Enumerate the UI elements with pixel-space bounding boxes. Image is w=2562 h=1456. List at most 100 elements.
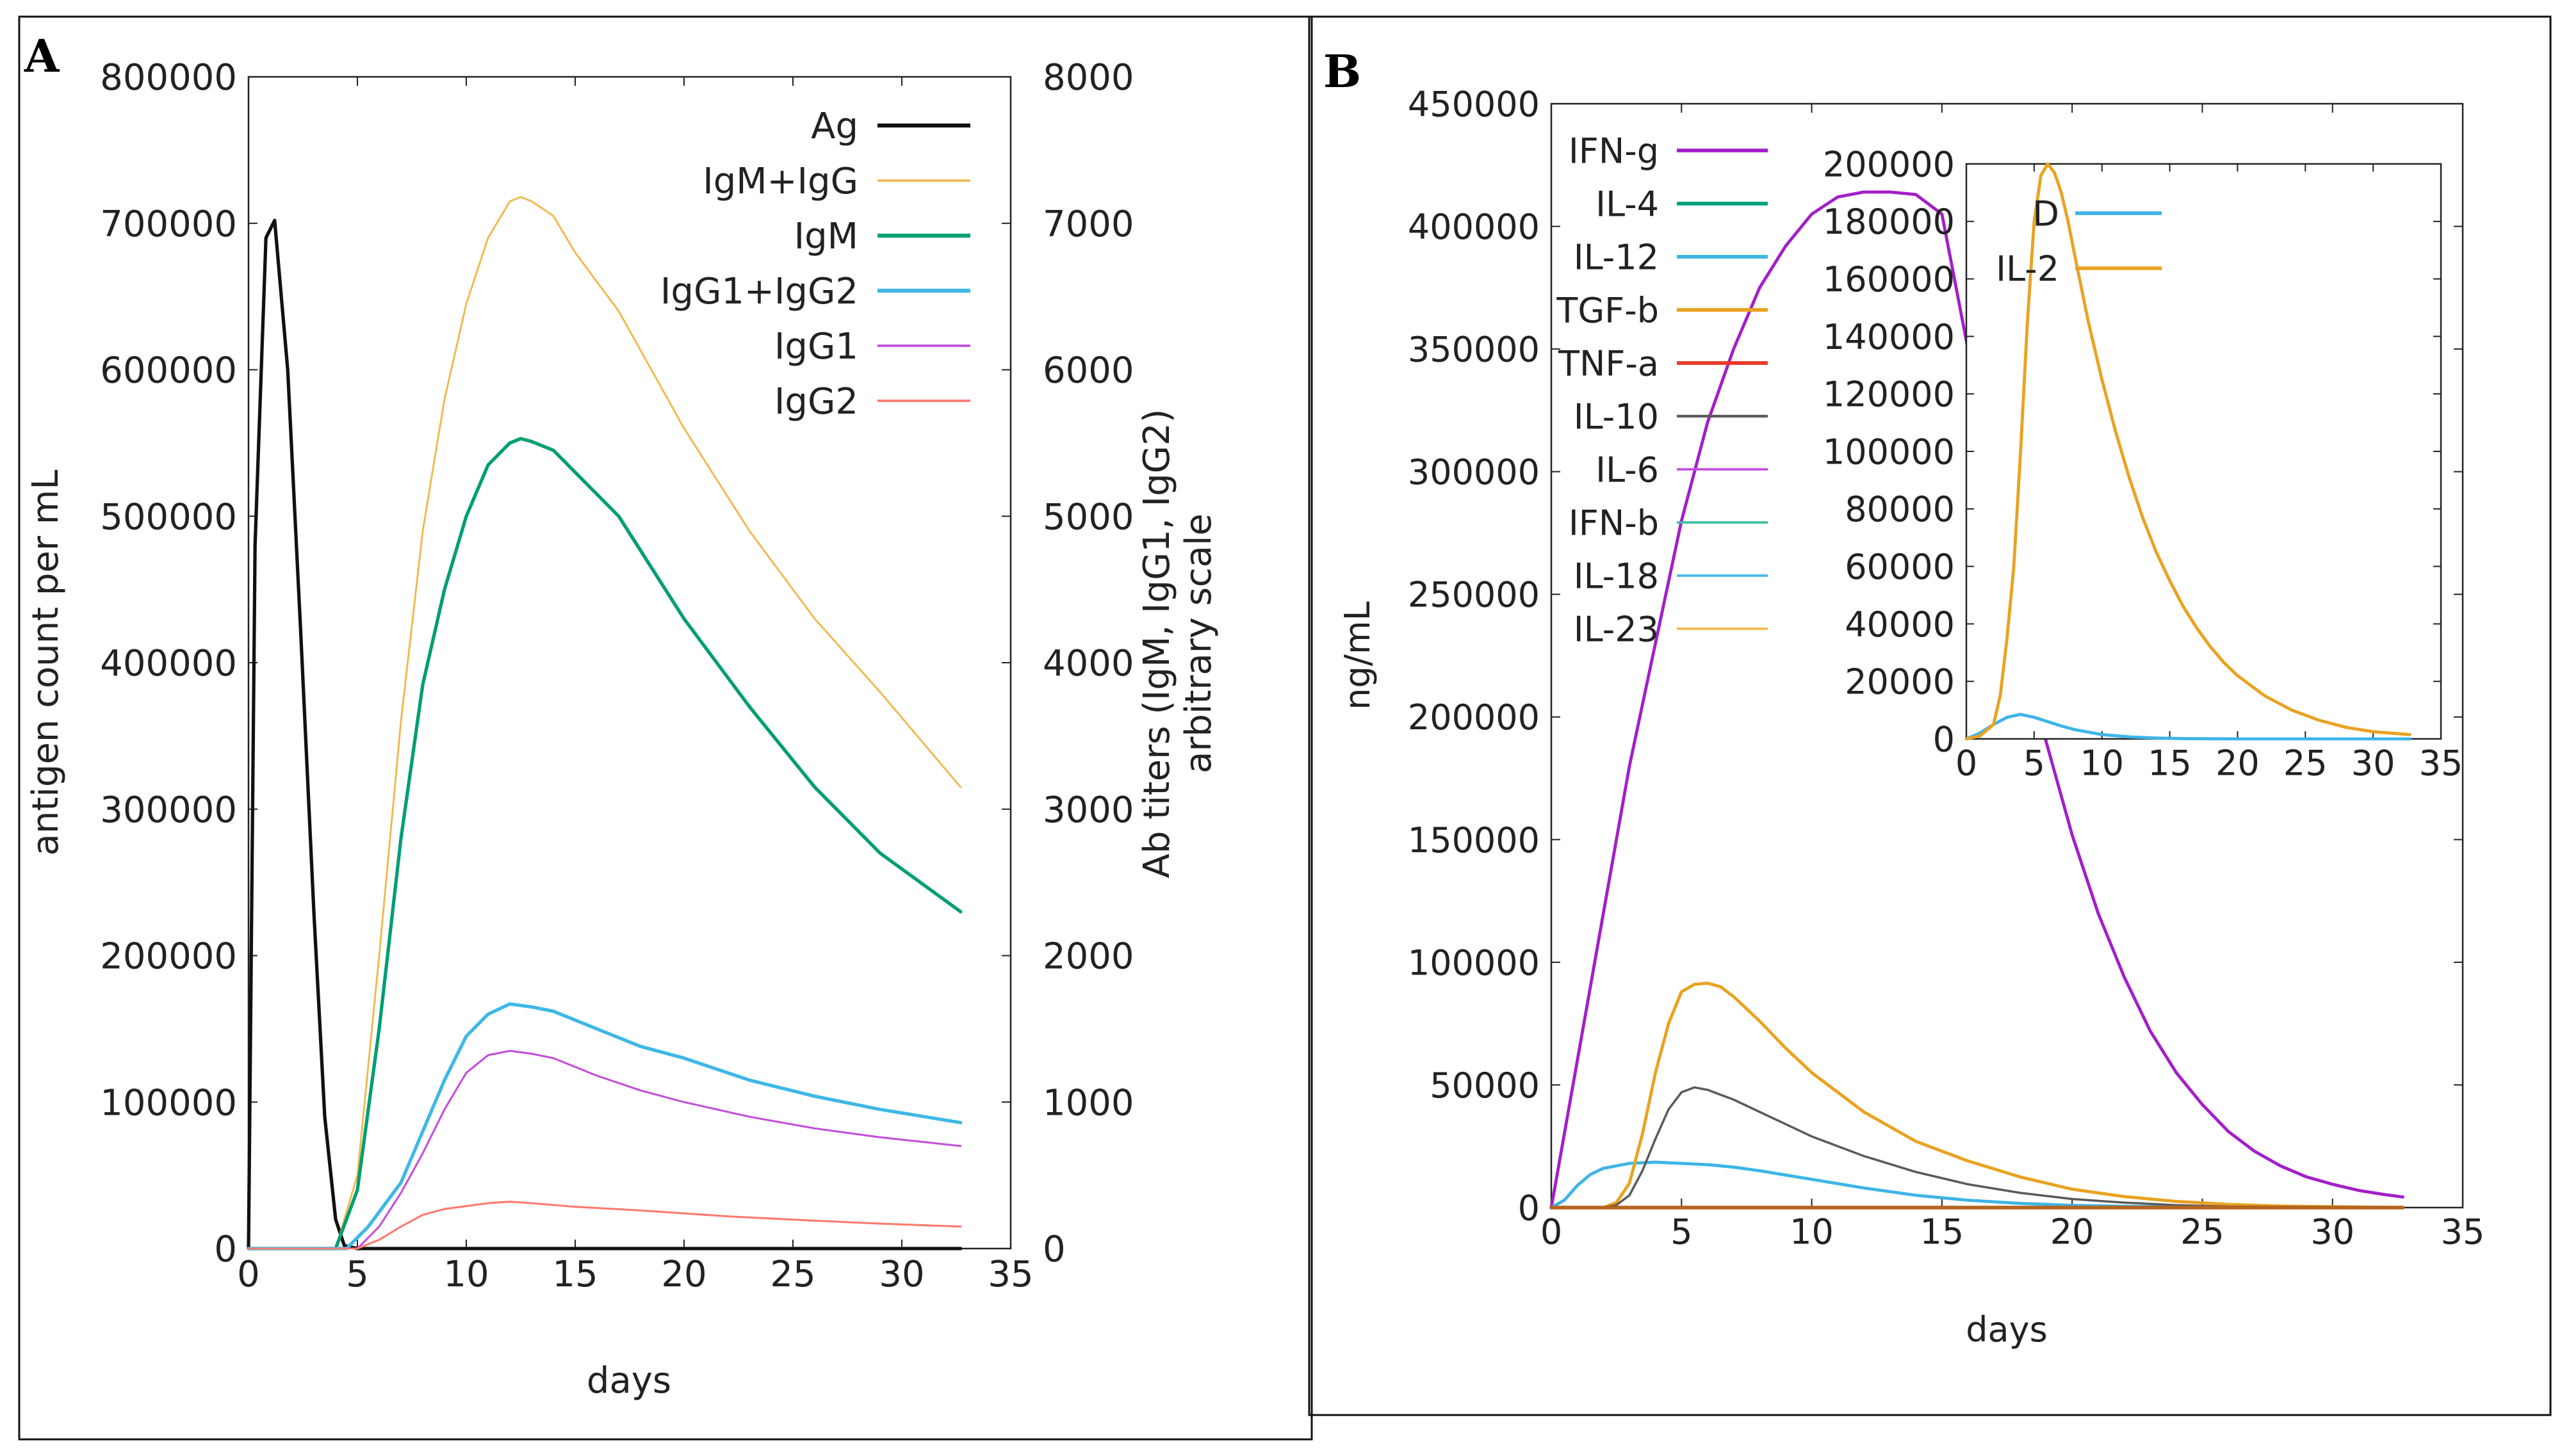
chart-b-series (1549, 190, 2405, 1209)
x-tick-label: 15 (2148, 743, 2192, 784)
y-tick-label: 200000 (100, 936, 237, 978)
y-right-tick-label: 2000 (1043, 936, 1134, 978)
chart-a-plot-frame (247, 76, 1012, 1250)
x-tick-label: 25 (2180, 1212, 2224, 1252)
series-line-igg1 (247, 1049, 962, 1250)
y-tick-label: 100000 (1823, 432, 1955, 472)
series-line-igg2 (247, 1201, 962, 1250)
x-tick-label: 10 (2080, 743, 2124, 784)
y-tick-label: 350000 (1408, 330, 1540, 370)
x-tick-label: 35 (2441, 1212, 2485, 1252)
x-tick-label: 35 (2419, 743, 2463, 784)
panel-a-frame (18, 15, 1313, 1441)
series-line-tgf-b (1549, 982, 2404, 1209)
y-tick-label: 100000 (100, 1082, 237, 1124)
y-right-axis-label: Ab titers (IgM, IgG1, IgG2) (1136, 408, 1178, 878)
y-tick-label: 800000 (100, 57, 237, 99)
y-right-axis-label: arbitrary scale (1178, 514, 1220, 773)
y-right-tick-label: 4000 (1043, 643, 1134, 684)
x-tick-label: 0 (1540, 1212, 1562, 1252)
chart-b-inset: 0 5 10 15 20 25 30 35 0 20000 40000 60000 80000 10000… (1823, 144, 2463, 783)
x-tick-label: 20 (2215, 743, 2260, 784)
y-tick-label: 200000 (1408, 697, 1540, 738)
y-tick-label: 100000 (1408, 942, 1540, 983)
y-tick-label: 50000 (1430, 1065, 1540, 1106)
y-tick-label: 300000 (100, 789, 237, 831)
series-line-igm (247, 437, 963, 1250)
y-tick-label: 300000 (1408, 452, 1540, 492)
panel-a-letter: A (24, 29, 60, 83)
panel-b-letter: B (1323, 45, 1361, 98)
x-tick-label: 15 (552, 1254, 598, 1295)
y-tick-label: 80000 (1845, 489, 1955, 530)
x-axis-label: days (1966, 1309, 2047, 1350)
x-tick-label: 30 (879, 1254, 924, 1295)
legend-label-il-18: IL-18 (1574, 556, 1659, 596)
y-right-tick-label: 1000 (1043, 1082, 1134, 1124)
y-tick-label: 60000 (1845, 547, 1955, 587)
chart-b-legend: IFN-g IL-4 IL-12 TGF-b TNF-a IL-10 IL-6 IFN-b IL… (1556, 131, 1768, 649)
legend-label-ag: Ag (811, 106, 858, 147)
chart-b-inset-series (1964, 162, 2411, 741)
legend-label-tgf-b: TGF-b (1556, 290, 1659, 330)
y-tick-label: 40000 (1845, 604, 1955, 645)
legend-label-igm: IgM (794, 216, 858, 257)
y-right-tick-label: 3000 (1043, 789, 1134, 831)
y-tick-label: 400000 (100, 643, 237, 684)
legend-label-igg1: IgG1 (774, 326, 858, 368)
y-tick-label: 160000 (1823, 259, 1955, 300)
chart-b-inset-plot-frame (1965, 163, 2442, 740)
x-tick-label: 5 (2023, 743, 2045, 784)
x-tick-label: 25 (770, 1254, 815, 1295)
legend-label-il-4: IL-4 (1595, 184, 1659, 224)
x-tick-label: 30 (2310, 1212, 2354, 1252)
series-line-igm-igg (247, 196, 962, 1250)
x-tick-label: 0 (237, 1254, 260, 1295)
y-tick-label: 150000 (1408, 820, 1540, 861)
series-line-d (1964, 713, 2411, 741)
x-tick-label: 20 (2050, 1212, 2094, 1252)
legend-label-d: D (2032, 193, 2059, 234)
legend-label-ifn-g: IFN-g (1569, 131, 1659, 171)
y-tick-label: 0 (214, 1229, 237, 1270)
y-right-tick-label: 5000 (1043, 496, 1134, 538)
y-axis-label: antigen count per mL (25, 470, 67, 856)
y-tick-label: 700000 (100, 204, 237, 245)
legend-label-il-23: IL-23 (1574, 609, 1659, 649)
y-tick-label: 500000 (100, 496, 237, 538)
y-tick-label: 450000 (1408, 84, 1540, 124)
x-tick-label: 30 (2351, 743, 2395, 784)
y-right-tick-label: 0 (1043, 1229, 1066, 1270)
legend-label-igg2: IgG2 (774, 381, 858, 423)
y-right-tick-label: 6000 (1043, 350, 1134, 392)
x-tick-label: 5 (1670, 1212, 1692, 1252)
legend-label-ifn-b: IFN-b (1569, 503, 1659, 543)
charts-layer: 0 5 10 15 20 25 30 3501000002000003000004000005… (25, 57, 2484, 1402)
y-tick-label: 250000 (1408, 575, 1540, 615)
panel-b-frame (1308, 15, 2552, 1416)
chart-b-inset-legend: D IL-2 (1996, 193, 2162, 289)
y-tick-label: 0 (1933, 719, 1955, 759)
series-line-il-10 (1550, 1086, 2404, 1209)
x-tick-label: 35 (988, 1254, 1033, 1295)
series-line-il-2 (1964, 162, 2411, 741)
legend-label-il-10: IL-10 (1574, 396, 1659, 437)
y-tick-label: 180000 (1823, 202, 1955, 242)
y-tick-label: 400000 (1408, 207, 1540, 247)
x-tick-label: 5 (346, 1254, 369, 1295)
y-right-tick-label: 8000 (1043, 57, 1134, 99)
x-tick-label: 15 (1920, 1212, 1964, 1252)
y-tick-label: 600000 (100, 350, 237, 392)
series-line-ag (247, 218, 963, 1250)
y-axis-label: ng/mL (1337, 601, 1378, 709)
legend-label-igg1-igg2: IgG1+IgG2 (660, 271, 858, 312)
legend-label-il-2: IL-2 (1996, 248, 2059, 289)
series-line-igg1-igg2 (247, 1002, 963, 1250)
legend-label-il-12: IL-12 (1574, 237, 1659, 277)
y-right-tick-label: 7000 (1043, 204, 1134, 245)
x-tick-label: 10 (443, 1254, 489, 1295)
y-tick-label: 20000 (1845, 662, 1955, 702)
x-axis-label: days (587, 1360, 671, 1402)
